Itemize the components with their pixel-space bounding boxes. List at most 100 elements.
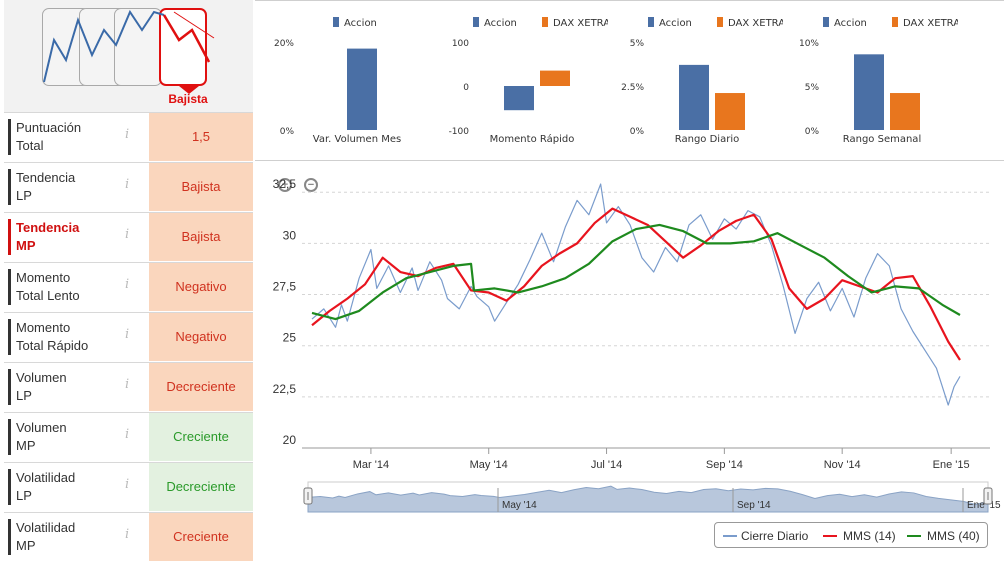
- mini-legend-label[interactable]: DAX XETRA: [903, 18, 958, 29]
- mini-chart-volumen: Accion 20% 0% Var. Volumen Mes: [274, 17, 401, 145]
- legend-swatch-mms14: [823, 535, 837, 537]
- mid-divider: [255, 160, 1004, 161]
- indicator-value: Decreciente: [149, 363, 253, 411]
- mini-bar[interactable]: [854, 54, 884, 130]
- mini-bar[interactable]: [504, 86, 534, 111]
- indicator-label-line2: Total: [16, 138, 44, 153]
- indicator-row[interactable]: Volatilidad MP i Creciente: [4, 512, 253, 561]
- indicator-label: Momento Total Rápido: [8, 319, 111, 355]
- mini-bar[interactable]: [715, 93, 745, 130]
- mini-y-tick: 10%: [799, 39, 819, 49]
- indicator-label-line1: Momento: [16, 320, 71, 335]
- series-mms40[interactable]: [311, 223, 961, 321]
- series-cierre-diario[interactable]: [311, 183, 961, 406]
- indicator-label-line2: Total Rápido: [16, 338, 89, 353]
- indicator-label-line1: Volumen: [16, 370, 67, 385]
- indicator-label-line2: LP: [16, 188, 32, 203]
- indicator-row[interactable]: Puntuación Total i 1,5: [4, 112, 253, 161]
- y-tick-label: 32,5: [273, 177, 297, 191]
- series-mms14[interactable]: [311, 207, 961, 361]
- indicator-label-line2: MP: [16, 438, 36, 453]
- indicator-value: Decreciente: [149, 463, 253, 511]
- mini-legend-label[interactable]: Accion: [659, 18, 692, 29]
- indicator-row[interactable]: Momento Total Lento i Negativo: [4, 262, 253, 311]
- mini-chart-rango-diario: Accion DAX XETRA 5% 2.5% 0% Rango Diario: [621, 17, 783, 145]
- mini-legend-swatch: [473, 17, 479, 27]
- indicator-label: Tendencia LP: [8, 169, 111, 205]
- navigator-tick-label: Sep '14: [737, 500, 771, 511]
- trend-sparkline: [43, 9, 215, 94]
- indicator-label: Volumen LP: [8, 369, 111, 405]
- info-icon[interactable]: i: [125, 527, 130, 542]
- zoom-in-icon[interactable]: +: [278, 178, 292, 192]
- price-chart[interactable]: 20 22,5 25 27,5 30 32,5 Mar '14 May '14 Jul '14 S…: [260, 160, 1004, 564]
- indicator-value: Creciente: [149, 413, 253, 461]
- zoom-out-icon[interactable]: −: [304, 178, 318, 192]
- info-icon[interactable]: i: [125, 177, 130, 192]
- mini-y-tick: 100: [452, 39, 469, 49]
- info-icon[interactable]: i: [125, 277, 130, 292]
- indicator-row[interactable]: Tendencia LP i Bajista: [4, 162, 253, 211]
- indicator-row[interactable]: Momento Total Rápido i Negativo: [4, 312, 253, 361]
- mini-chart-title: Var. Volumen Mes: [313, 134, 401, 145]
- x-tick-label: Ene '15: [933, 459, 970, 471]
- indicator-row[interactable]: Volatilidad LP i Decreciente: [4, 462, 253, 511]
- indicator-label-line1: Volumen: [16, 420, 67, 435]
- mini-y-tick: -100: [449, 127, 470, 137]
- navigator-area[interactable]: [307, 485, 989, 513]
- indicator-row[interactable]: Tendencia MP i Bajista: [4, 212, 253, 261]
- indicator-label: Volatilidad LP: [8, 469, 111, 505]
- mini-y-tick: 0%: [630, 127, 645, 137]
- mini-legend-swatch: [648, 17, 654, 27]
- mini-bar[interactable]: [679, 64, 709, 130]
- mini-y-tick: 2.5%: [621, 83, 644, 93]
- indicator-label-line2: LP: [16, 488, 32, 503]
- info-icon[interactable]: i: [125, 227, 130, 242]
- mini-bar[interactable]: [347, 48, 377, 130]
- mini-legend-swatch: [892, 17, 898, 27]
- mini-bar[interactable]: [890, 93, 920, 130]
- y-tick-label: 20: [283, 433, 297, 447]
- indicator-label-line1: Volatilidad: [16, 520, 76, 535]
- indicator-label-line1: Tendencia: [16, 220, 80, 235]
- indicator-label-line1: Tendencia: [16, 170, 76, 185]
- indicator-value: Bajista: [149, 213, 253, 261]
- legend-mms40[interactable]: MMS (40): [927, 529, 980, 543]
- mini-legend-label[interactable]: Accion: [834, 18, 867, 29]
- info-icon[interactable]: i: [125, 427, 130, 442]
- indicator-label: Tendencia MP: [8, 219, 111, 255]
- indicator-row[interactable]: Volumen LP i Decreciente: [4, 362, 253, 411]
- mini-y-tick: 0%: [805, 127, 820, 137]
- info-icon[interactable]: i: [125, 327, 130, 342]
- indicator-label: Puntuación Total: [8, 119, 111, 155]
- y-tick-label: 25: [283, 331, 297, 345]
- indicator-label-line2: LP: [16, 388, 32, 403]
- y-tick-label: 22,5: [273, 382, 297, 396]
- indicator-label-line1: Momento: [16, 270, 71, 285]
- legend-cierre[interactable]: Cierre Diario: [741, 529, 809, 543]
- mini-legend-swatch: [717, 17, 723, 27]
- indicator-label: Volumen MP: [8, 419, 111, 455]
- indicator-value: Creciente: [149, 513, 253, 561]
- info-icon[interactable]: i: [125, 127, 130, 142]
- mini-y-tick: 0%: [280, 127, 295, 137]
- info-icon[interactable]: i: [125, 377, 130, 392]
- mini-legend-label[interactable]: DAX XETRA: [553, 18, 608, 29]
- indicator-row[interactable]: Volumen MP i Creciente: [4, 412, 253, 461]
- mini-legend-swatch: [542, 17, 548, 27]
- x-tick-label: Sep '14: [706, 459, 743, 471]
- mini-legend-swatch: [823, 17, 829, 27]
- indicator-label-line1: Puntuación: [16, 120, 82, 135]
- mini-bar[interactable]: [540, 70, 570, 86]
- x-tick-label: Jul '14: [591, 459, 622, 471]
- mini-y-tick: 5%: [805, 83, 820, 93]
- indicator-label-line2: Total Lento: [16, 288, 80, 303]
- mini-legend-label[interactable]: Accion: [484, 18, 517, 29]
- legend-mms14[interactable]: MMS (14): [843, 529, 896, 543]
- mini-legend-label[interactable]: Accion: [344, 18, 377, 29]
- mini-legend-label[interactable]: DAX XETRA: [728, 18, 783, 29]
- info-icon[interactable]: i: [125, 477, 130, 492]
- trend-card-3[interactable]: [114, 8, 162, 86]
- mini-chart-title: Rango Semanal: [843, 134, 921, 145]
- mini-chart-rango-semanal: Accion DAX XETRA 10% 5% 0% Rango Semanal: [799, 17, 958, 145]
